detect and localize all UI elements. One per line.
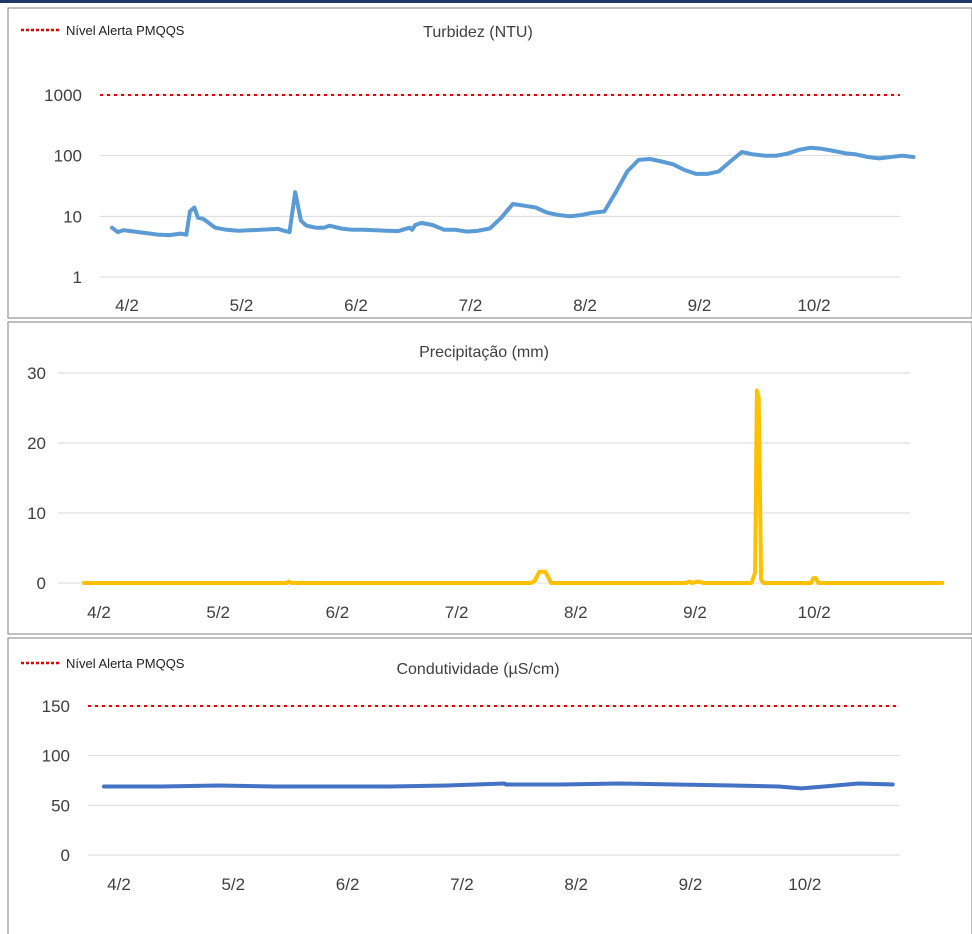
turbidity-legend-label: Nível Alerta PMQQS [66, 23, 185, 38]
conductivity-series-line [102, 781, 895, 791]
turbidity-x-tick-label: 4/2 [115, 296, 139, 315]
precipitation-x-tick-label: 6/2 [326, 603, 350, 622]
conductivity-x-tick-label: 4/2 [107, 875, 131, 894]
turbidity-x-tick-label: 5/2 [230, 296, 254, 315]
precipitation-chart-title: Precipitação (mm) [419, 344, 549, 361]
turbidity-series-line [110, 145, 916, 238]
turbidity-y-tick-label: 10 [63, 207, 82, 226]
turbidity-chart-title: Turbidez (NTU) [423, 24, 533, 41]
conductivity-legend-label: Nível Alerta PMQQS [66, 656, 185, 671]
conductivity-x-tick-label: 8/2 [564, 875, 588, 894]
conductivity-x-tick-label: 6/2 [336, 875, 360, 894]
turbidity-x-tick-label: 8/2 [573, 296, 597, 315]
turbidity-x-tick-label: 9/2 [688, 296, 712, 315]
turbidity-x-tick-label: 10/2 [797, 296, 830, 315]
conductivity-x-tick-label: 9/2 [679, 875, 703, 894]
turbidity-chart-frame [7, 7, 972, 319]
precipitation-x-tick-label: 10/2 [798, 603, 831, 622]
precipitation-x-tick-label: 5/2 [206, 603, 230, 622]
top-border-bar [0, 0, 972, 3]
conductivity-chart-frame [7, 637, 972, 934]
precipitation-series-line [82, 388, 945, 585]
conductivity-chart-title: Condutividade (µS/cm) [396, 661, 559, 678]
turbidity-x-tick-label: 6/2 [344, 296, 368, 315]
precipitation-y-tick-label: 30 [27, 364, 46, 383]
precipitation-x-tick-label: 8/2 [564, 603, 588, 622]
conductivity-x-tick-label: 10/2 [788, 875, 821, 894]
precipitation-y-tick-label: 0 [37, 574, 46, 593]
conductivity-y-tick-label: 150 [42, 697, 70, 716]
conductivity-y-tick-label: 50 [51, 796, 70, 815]
precipitation-y-tick-label: 20 [27, 434, 46, 453]
conductivity-x-tick-label: 7/2 [450, 875, 474, 894]
precipitation-y-tick-label: 10 [27, 504, 46, 523]
conductivity-x-tick-label: 5/2 [221, 875, 245, 894]
turbidity-y-tick-label: 100 [54, 147, 82, 166]
turbidity-y-tick-label: 1 [73, 268, 82, 287]
turbidity-y-tick-label: 1000 [44, 86, 82, 105]
precipitation-chart-frame [7, 321, 972, 635]
turbidity-x-tick-label: 7/2 [459, 296, 483, 315]
conductivity-y-tick-label: 0 [61, 846, 70, 865]
precipitation-x-tick-label: 4/2 [87, 603, 111, 622]
precipitation-x-tick-label: 7/2 [445, 603, 469, 622]
precipitation-x-tick-label: 9/2 [683, 603, 707, 622]
conductivity-y-tick-label: 100 [42, 747, 70, 766]
